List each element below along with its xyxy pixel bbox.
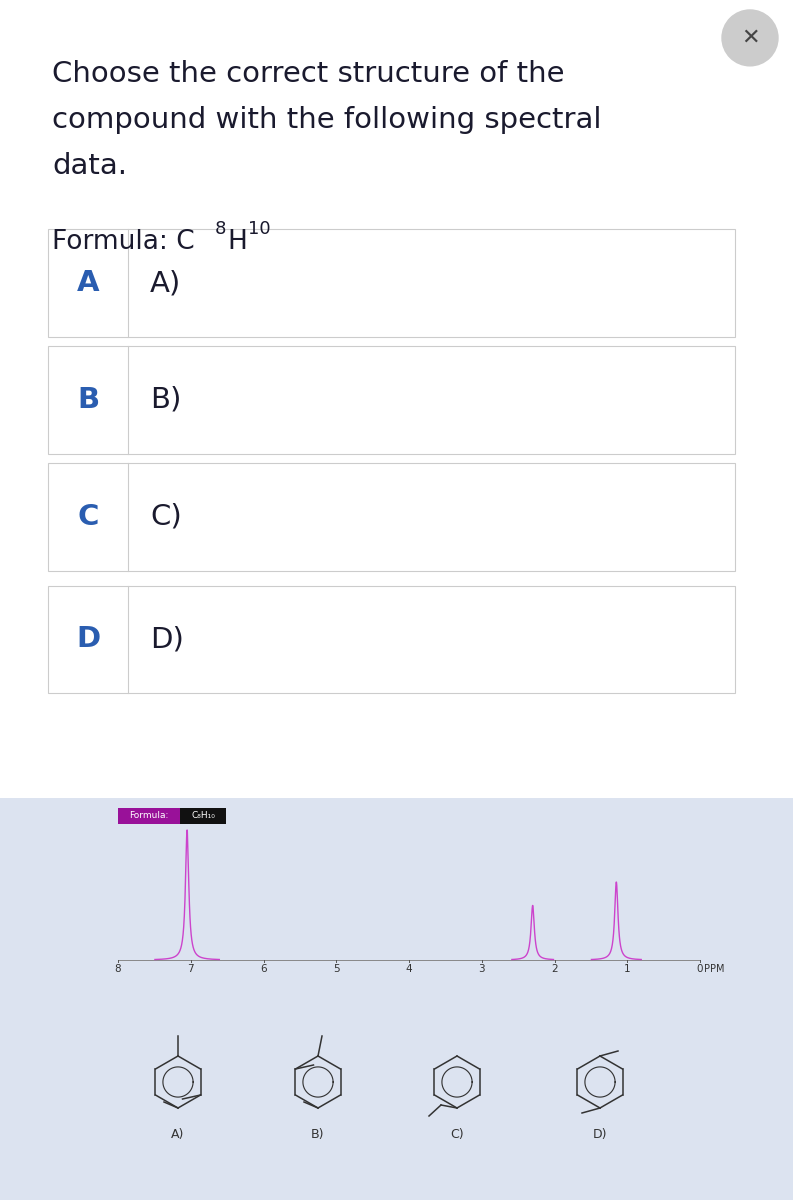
FancyBboxPatch shape [48,586,735,694]
Text: Choose the correct structure of the: Choose the correct structure of the [52,60,565,88]
Text: B): B) [311,1128,325,1141]
FancyBboxPatch shape [180,808,226,824]
Text: H: H [227,229,247,256]
Text: 5: 5 [333,964,339,974]
FancyBboxPatch shape [0,798,793,1200]
FancyBboxPatch shape [48,229,735,337]
Text: ✕: ✕ [741,28,760,48]
Text: Formula:: Formula: [129,811,169,821]
Text: 6: 6 [260,964,266,974]
Text: C): C) [450,1128,464,1141]
Text: 7: 7 [187,964,194,974]
Text: D): D) [592,1128,607,1141]
Text: A): A) [171,1128,185,1141]
Text: data.: data. [52,151,127,180]
Circle shape [722,10,778,66]
Text: 8: 8 [115,964,121,974]
Text: D): D) [150,625,184,653]
Text: 3: 3 [478,964,485,974]
Text: A: A [77,269,99,298]
Text: C₈H₁₀: C₈H₁₀ [191,811,215,821]
Text: 0: 0 [697,964,703,974]
Text: A): A) [150,269,182,298]
FancyBboxPatch shape [48,346,735,454]
Text: 4: 4 [406,964,412,974]
Text: Formula: C: Formula: C [52,229,194,256]
Text: 10: 10 [248,221,270,239]
Text: compound with the following spectral: compound with the following spectral [52,106,602,133]
Text: B: B [77,386,99,414]
Text: B): B) [150,386,182,414]
FancyBboxPatch shape [118,808,180,824]
FancyBboxPatch shape [48,463,735,570]
Text: C): C) [150,503,182,530]
Text: PPM: PPM [704,964,725,974]
Text: 8: 8 [215,221,226,239]
Text: D: D [76,625,100,653]
Text: C: C [77,503,98,530]
Text: 1: 1 [624,964,630,974]
Text: 2: 2 [551,964,557,974]
